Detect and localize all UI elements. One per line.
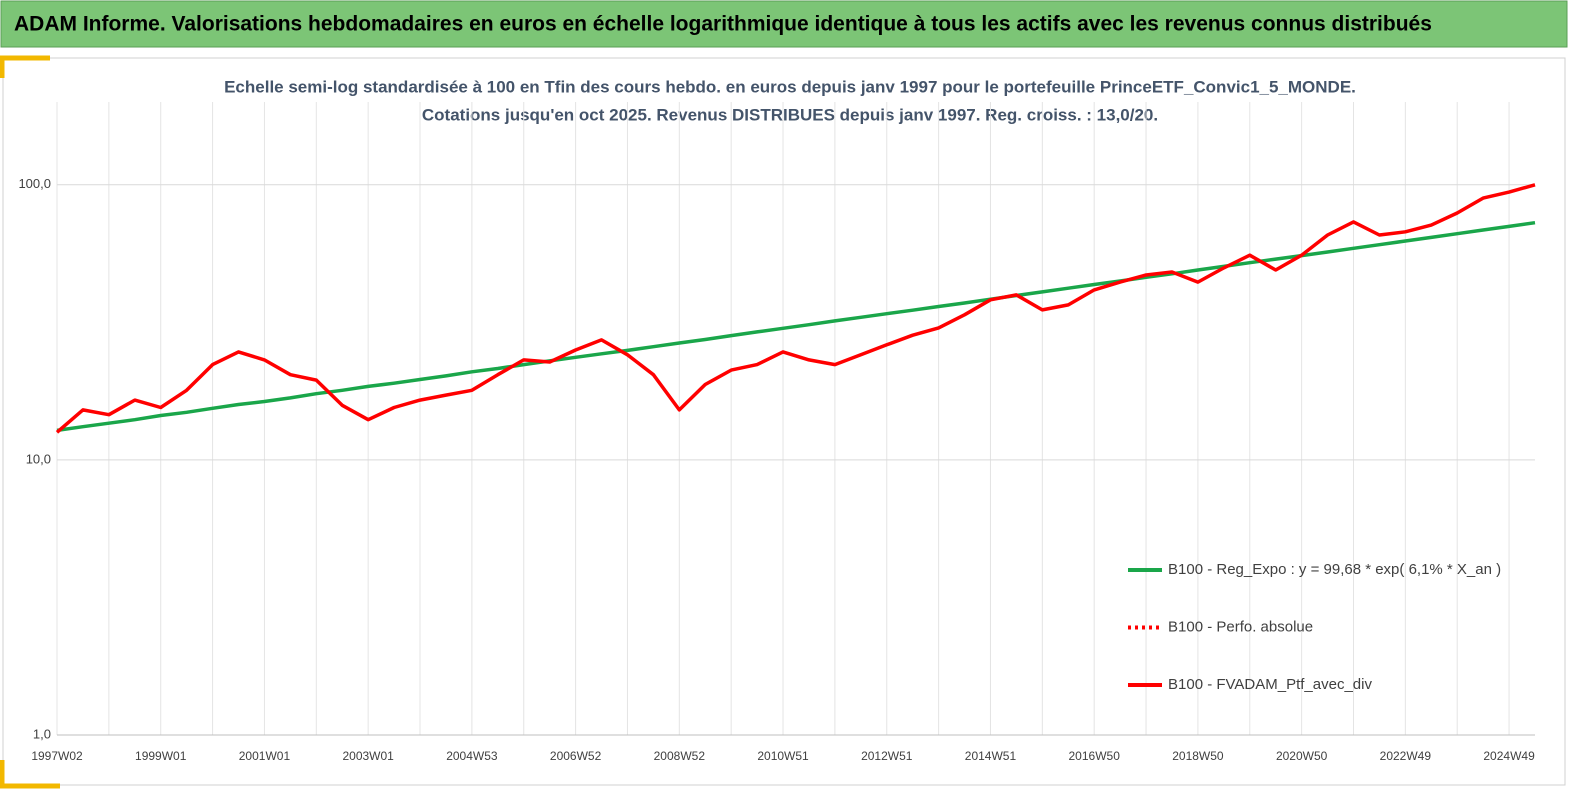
y-tick-label: 1,0 [33, 726, 51, 741]
chart-subtitle: Cotations jusqu'en oct 2025. Revenus DIS… [422, 105, 1158, 124]
page-title: ADAM Informe. Valorisations hebdomadaire… [14, 13, 1432, 36]
x-tick-label: 2006W52 [550, 749, 602, 763]
x-tick-label: 2008W52 [654, 749, 706, 763]
series-line [56, 220, 1536, 433]
x-tick-label: 2012W51 [861, 749, 913, 763]
x-tick-label: 1999W01 [135, 749, 187, 763]
x-tick-label: 2020W50 [1276, 749, 1328, 763]
x-tick-label: 2001W01 [239, 749, 291, 763]
chart-title: Echelle semi-log standardisée à 100 en T… [224, 77, 1356, 96]
x-tick-label: 2016W50 [1069, 749, 1121, 763]
y-tick-label: 100,0 [18, 176, 51, 191]
legend-label: B100 - Perfo. absolue [1168, 618, 1313, 635]
x-tick-label: 2014W51 [965, 749, 1017, 763]
y-tick-label: 10,0 [26, 451, 51, 466]
x-tick-label: 2018W50 [1172, 749, 1224, 763]
legend-label: B100 - FVADAM_Ptf_avec_div [1168, 676, 1372, 693]
x-tick-label: 2004W53 [446, 749, 498, 763]
x-tick-label: 2003W01 [342, 749, 394, 763]
legend-label: B100 - Reg_Expo : y = 99,68 * exp( 6,1% … [1168, 561, 1501, 578]
corner-accent [0, 55, 50, 78]
x-tick-label: 2024W49 [1483, 749, 1535, 763]
series-line [55, 183, 1536, 434]
corner-accent [0, 760, 60, 789]
x-tick-label: 1997W02 [31, 749, 83, 763]
x-tick-label: 2010W51 [757, 749, 809, 763]
x-tick-label: 2022W49 [1380, 749, 1432, 763]
chart-frame [2, 57, 1566, 786]
header-banner [0, 0, 1568, 48]
